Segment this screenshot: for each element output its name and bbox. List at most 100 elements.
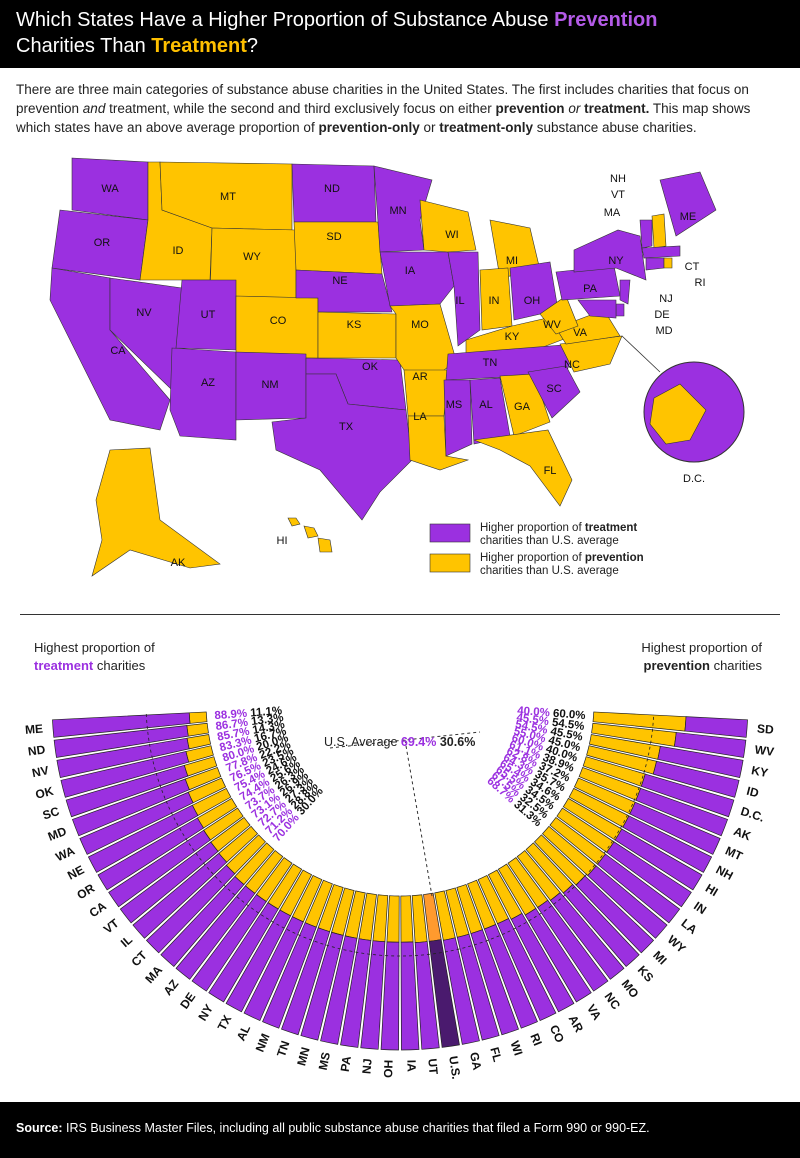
bar-ks	[525, 842, 640, 968]
map-label-ga: GA	[514, 401, 531, 413]
bar-wi	[456, 883, 519, 1036]
bar-ok	[60, 745, 214, 798]
bar-treatment-segment	[191, 894, 267, 992]
intro-text: This map shows which states have an abov…	[16, 101, 751, 135]
map-label-mt: MT	[220, 191, 236, 203]
intro-paragraph: There are three main categories of subst…	[16, 80, 786, 137]
bar-treatment-segment	[56, 737, 190, 778]
bar-treatment-segment	[160, 875, 245, 968]
map-label-il: IL	[455, 295, 464, 307]
map-label-wi: WI	[445, 229, 458, 241]
map-label-la: LA	[413, 411, 427, 423]
bar-ms	[320, 890, 366, 1045]
bar-treatment-segment	[281, 927, 331, 1036]
state-label: NC	[602, 990, 624, 1013]
bar-mn	[300, 887, 355, 1041]
intro-treatment-only: treatment-only	[439, 120, 533, 135]
state-ri	[663, 257, 673, 269]
bar-or	[97, 797, 238, 891]
state-label: TX	[215, 1013, 235, 1033]
state-ak	[91, 447, 221, 577]
map-label-wa: WA	[101, 183, 119, 195]
chart-titles: Highest proportion of treatment charitie…	[34, 640, 762, 673]
bar-ca	[108, 807, 244, 908]
map-label-ny: NY	[608, 255, 624, 267]
bar-treatment-segment	[132, 852, 228, 939]
bar-treatment-segment	[65, 764, 189, 818]
bar-il	[132, 825, 259, 939]
bar-treatment-segment	[652, 760, 740, 798]
bar-treatment-segment	[587, 865, 668, 939]
title-bar: Which States Have a Higher Proportion of…	[0, 0, 800, 68]
map-label-md: MD	[655, 325, 672, 337]
state-labels: WA OR CA NV ID MT WY UT CO AZ NM ND SD NE KS OK TX MN IA MO…	[94, 173, 706, 569]
state-ct	[645, 257, 665, 271]
bar-hi	[562, 797, 703, 891]
state-label: SC	[41, 804, 61, 823]
state-label: AR	[566, 1013, 587, 1035]
title-treatment: Treatment	[151, 35, 247, 57]
map-label-vt: VT	[611, 189, 625, 201]
left-title-2: treatment charities	[34, 658, 146, 673]
bar-treatment-segment	[52, 712, 191, 738]
state-label: WI	[508, 1039, 526, 1057]
bar-ma	[160, 842, 275, 968]
legend-prevention-swatch	[429, 553, 471, 573]
bar-prevention-segment	[400, 895, 414, 943]
map-label-nh: NH	[610, 173, 626, 185]
intro-and: and	[82, 101, 106, 116]
state-co	[235, 295, 319, 359]
bar-ny	[208, 863, 303, 1003]
state-label: WY	[665, 932, 689, 955]
bar-prevention-segment	[186, 722, 209, 737]
right-title: Highest proportion of	[641, 640, 762, 655]
bar-treatment-segment	[470, 929, 519, 1036]
intro-or: or	[564, 101, 585, 116]
title-line-1: Which States Have a Higher Proportion of…	[16, 7, 657, 33]
legend-prevention-label: Higher proportion of prevention	[480, 552, 644, 564]
state-label: NV	[31, 763, 50, 780]
state-label: DE	[177, 990, 198, 1012]
intro-prevention: prevention	[495, 101, 565, 116]
title-text: Which States Have a Higher Proportion of…	[16, 9, 555, 31]
us-average-annotation: U.S. Average 69.4% 30.6%	[324, 731, 481, 897]
intro-text: substance abuse charities.	[533, 120, 697, 135]
state-label: MI	[650, 948, 669, 967]
map-label-ar: AR	[412, 371, 427, 383]
fan-value-labels: 88.9% 11.1%86.7% 13.3%85.7% 14.3%83.3% 1…	[214, 705, 586, 844]
state-label: D.C.	[739, 804, 766, 825]
bar-us	[423, 892, 460, 1048]
value-label: 86.7% 13.3%	[215, 712, 284, 733]
state-label: MO	[619, 977, 642, 1001]
state-label: MS	[316, 1051, 333, 1071]
bar-al	[243, 874, 323, 1022]
bar-treatment-segment	[428, 939, 460, 1048]
dc-shape	[649, 383, 707, 445]
bar-pa	[340, 892, 377, 1048]
bar-nj	[360, 894, 389, 1050]
map-label-mo: MO	[411, 319, 429, 331]
state-de	[615, 303, 625, 317]
bar-nv	[56, 734, 212, 778]
dc-inset: D.C.	[621, 335, 745, 485]
map-label-ky: KY	[505, 331, 520, 343]
legend-treatment-swatch	[429, 523, 471, 543]
state-label: HI	[703, 881, 721, 899]
bar-va	[497, 863, 592, 1003]
bar-wy	[541, 825, 668, 939]
state-label: KY	[750, 763, 769, 780]
section-divider	[20, 614, 780, 615]
state-label: FL	[487, 1046, 504, 1064]
map-label-ia: IA	[405, 265, 416, 277]
bar-treatment-segment	[71, 778, 190, 837]
bar-treatment-segment	[483, 924, 538, 1029]
bar-mo	[516, 849, 625, 980]
state-label: AL	[234, 1023, 253, 1043]
state-label: VT	[101, 916, 122, 937]
us-average-label: U.S. Average 69.4% 30.6%	[324, 735, 475, 749]
state-label: MT	[723, 843, 745, 863]
bar-treatment-segment	[629, 801, 721, 855]
intro-prevention-only: prevention-only	[318, 120, 420, 135]
map-label-fl: FL	[544, 465, 557, 477]
state-label: OR	[74, 881, 97, 902]
